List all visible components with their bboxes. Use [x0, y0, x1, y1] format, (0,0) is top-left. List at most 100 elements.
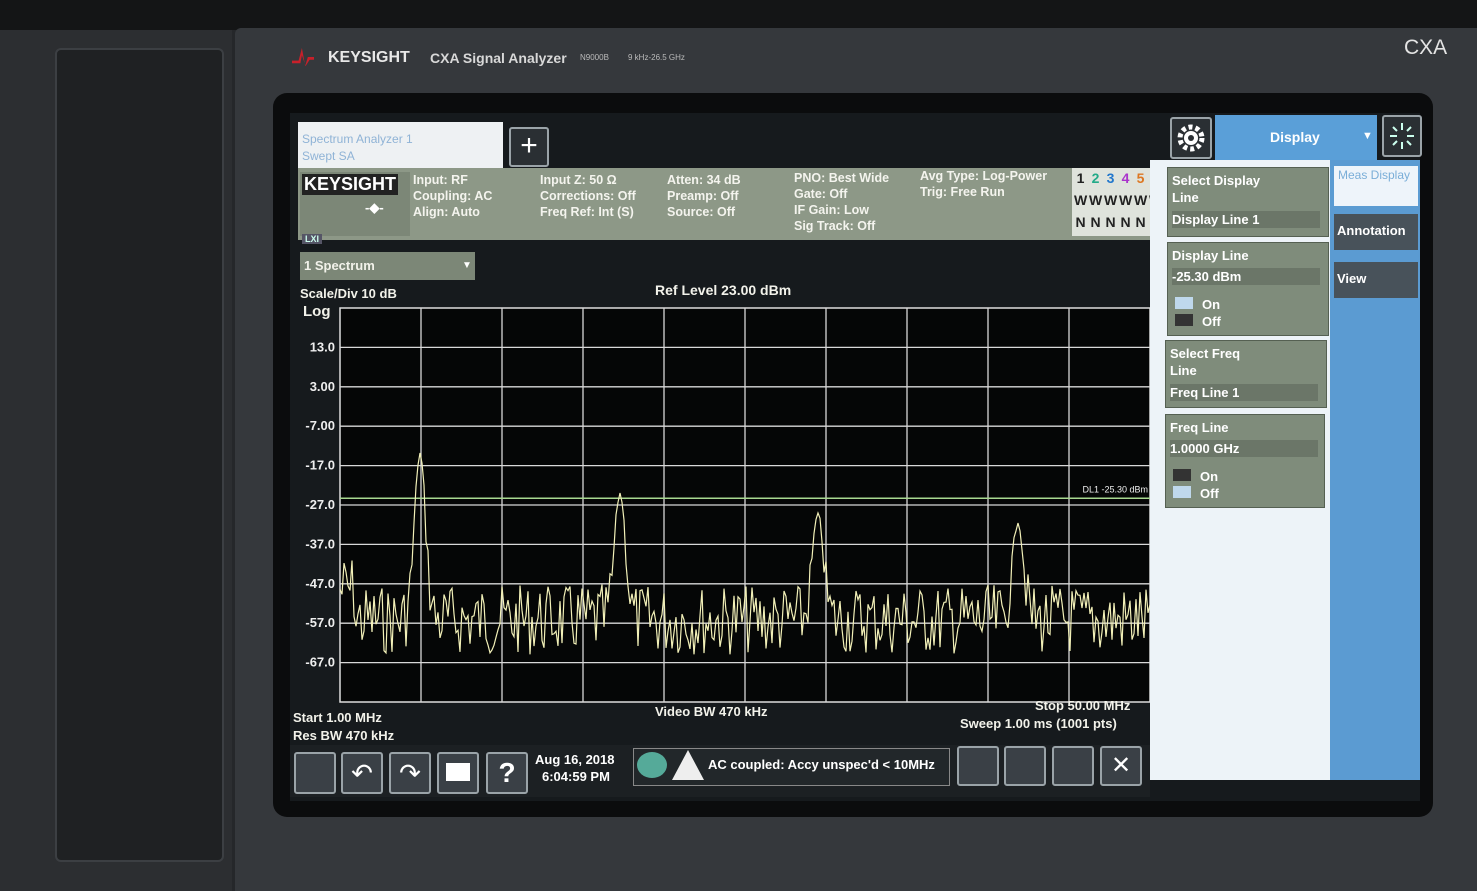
trace-cell: N [1134, 214, 1147, 230]
video-bw: Video BW 470 kHz [655, 704, 767, 719]
y-label: -27.0 [305, 497, 335, 512]
date: Aug 16, 2018 [535, 752, 615, 767]
window-arrow: ▼ [462, 260, 472, 271]
side-tabs [1330, 160, 1420, 780]
setting: Align: Auto [413, 204, 492, 220]
radio-on[interactable] [1173, 469, 1191, 481]
trace-cell: 3 [1104, 170, 1117, 186]
display-line-label: DL1 -25.30 dBm [1082, 484, 1148, 494]
select-freq-line-label: Select Freq Line [1170, 345, 1270, 379]
y-label: -67.0 [305, 655, 335, 670]
stop: Stop 50.00 MHz [1035, 698, 1130, 713]
trace-cell: W [1104, 192, 1117, 208]
setting: Source: Off [667, 204, 741, 220]
radio-off[interactable] [1175, 314, 1193, 326]
trace-cell: N [1074, 214, 1087, 230]
res-bw: Res BW 470 kHz [293, 728, 394, 743]
off-label: Off [1202, 313, 1221, 330]
burst-icon [1384, 117, 1420, 155]
tab-annotation[interactable]: Annotation [1334, 214, 1418, 250]
setting: PNO: Best Wide [794, 170, 889, 186]
trace-cell: W [1119, 192, 1132, 208]
on-label: On [1202, 296, 1220, 313]
time: 6:04:59 PM [542, 769, 610, 784]
menu-arrow: ▼ [1362, 130, 1373, 142]
freq-line-choice: Freq Line 1 [1170, 384, 1318, 401]
trace-cell: N [1089, 214, 1102, 230]
y-label: -47.0 [305, 576, 335, 591]
setting: Trig: Free Run [920, 184, 1047, 200]
input-icon: -◆- [365, 200, 384, 216]
y-label: -7.00 [305, 418, 335, 433]
sweep: Sweep 1.00 ms (1001 pts) [960, 716, 1117, 731]
touch-button[interactable] [1382, 115, 1422, 157]
gear-icon [1172, 119, 1210, 157]
freq-range: 9 kHz-26.5 GHz [628, 53, 685, 62]
analyzer-photo: {"device":{"brand":"KEYSIGHT","model":"C… [0, 0, 1477, 891]
display-line-label: Display Line [1172, 247, 1249, 264]
side-inset [55, 48, 224, 862]
spectrum-plot: 13.0 3.00 -7.00 -17.0 -27.0 -37.0 -47.0 -57.0 -6… [290, 290, 1160, 720]
add-tab-button[interactable]: + [509, 127, 549, 167]
radio-on[interactable] [1175, 297, 1193, 309]
header-col: Input: RFCoupling: ACAlign: Auto [413, 172, 492, 220]
brand: KEYSIGHT [328, 49, 410, 67]
window-title: 1 Spectrum [304, 258, 375, 273]
tab-meas-display[interactable]: Meas Display [1334, 166, 1418, 206]
status-message: AC coupled: Accy unspec'd < 10MHz [708, 757, 946, 772]
lxi: LXI [302, 234, 322, 244]
setting: Gate: Off [794, 186, 889, 202]
radio-off[interactable] [1173, 486, 1191, 498]
display-line-choice: Display Line 1 [1172, 211, 1320, 228]
undo-button[interactable]: ↶ [341, 752, 383, 794]
trace-cell: W [1089, 192, 1102, 208]
setting: Coupling: AC [413, 188, 492, 204]
top-strip [0, 0, 1477, 30]
tab-subtitle: Swept SA [302, 149, 355, 163]
trace-table: 123456WWWWWWNNNNNN [1072, 168, 1162, 236]
y-label: -57.0 [305, 615, 335, 630]
layout-button[interactable] [957, 746, 999, 786]
home-button[interactable] [294, 752, 336, 794]
tab-title: Spectrum Analyzer 1 [302, 132, 413, 146]
header-logo: KEYSIGHT [302, 174, 398, 195]
chat-icon [637, 752, 667, 778]
setting: Corrections: Off [540, 188, 636, 204]
setting: Atten: 34 dB [667, 172, 741, 188]
model: CXA Signal Analyzer [430, 50, 567, 66]
zoom-button[interactable]: ✕ [1100, 746, 1142, 786]
y-label: 3.00 [310, 379, 335, 394]
setting: Sig Track: Off [794, 218, 889, 234]
trace-cell: 4 [1119, 170, 1132, 186]
trace-cell: W [1074, 192, 1087, 208]
trace-cell: N [1104, 214, 1117, 230]
file-button[interactable] [437, 752, 479, 794]
start: Start 1.00 MHz [293, 710, 382, 725]
y-label: 13.0 [310, 339, 335, 354]
setting: IF Gain: Low [794, 202, 889, 218]
tab-view[interactable]: View [1334, 262, 1418, 298]
model-number: N9000B [580, 53, 609, 62]
touch-off-button[interactable] [1004, 746, 1046, 786]
series: CXA [1404, 36, 1447, 60]
display-line-value: -25.30 dBm [1172, 268, 1320, 285]
select-display-line-label: Select Display Line [1172, 172, 1282, 206]
freq-line-value: 1.0000 GHz [1170, 440, 1318, 457]
trace-cell: N [1119, 214, 1132, 230]
setting: Preamp: Off [667, 188, 741, 204]
setting: Input Z: 50 Ω [540, 172, 636, 188]
multi-view-button[interactable] [1052, 746, 1094, 786]
redo-button[interactable]: ↷ [389, 752, 431, 794]
y-label: -17.0 [305, 458, 335, 473]
menu-title: Display [1270, 129, 1320, 145]
help-button[interactable]: ? [486, 752, 528, 794]
y-label: -37.0 [305, 536, 335, 551]
setting: Input: RF [413, 172, 492, 188]
settings-button[interactable] [1170, 117, 1212, 159]
off-label: Off [1200, 485, 1219, 502]
setting: Avg Type: Log-Power [920, 168, 1047, 184]
